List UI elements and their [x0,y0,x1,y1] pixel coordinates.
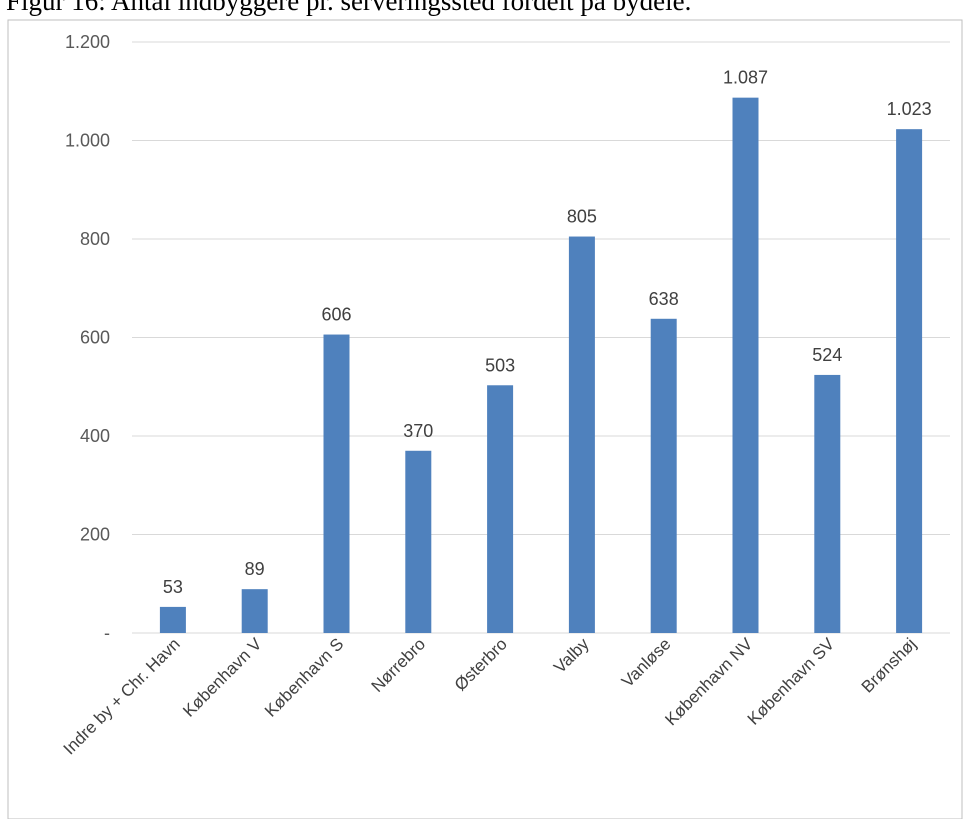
figure-caption: Figur 16: Antal indbyggere pr. servering… [6,0,692,16]
gridlines [132,41,950,634]
category-label: Indre by + Chr. Havn [60,634,184,758]
bar [732,97,759,634]
data-label: 1.087 [723,68,768,88]
category-label: Østerbro [451,634,511,694]
data-labels: 53 89 606 370 503 805 638 1.087 524 1.023 [163,68,932,597]
bar [159,606,186,633]
category-label: Brønshøj [858,634,920,696]
data-label: 606 [321,305,351,325]
category-label: Nørrebro [368,634,430,696]
bar [323,334,350,633]
bar [568,236,595,633]
y-tick-label: - [104,623,110,643]
bar [650,318,677,633]
category-label: Vanløse [618,634,675,691]
data-label: 638 [649,289,679,309]
y-tick-label: 1.200 [65,32,110,52]
data-label: 89 [245,559,265,579]
data-label: 503 [485,355,515,375]
y-tick-label: 600 [80,328,110,348]
data-label: 524 [812,345,842,365]
bar [896,129,923,634]
data-label: 53 [163,577,183,597]
category-label: Valby [550,634,593,677]
chart-border [7,19,963,819]
bar [241,589,268,633]
category-label: København NV [661,634,756,729]
category-label: København V [179,634,266,721]
category-label: København SV [744,634,839,729]
data-label: 1.023 [887,99,932,119]
bars [159,97,923,634]
bar [487,385,514,633]
bar [405,450,432,633]
data-label: 805 [567,207,597,227]
category-label: København S [261,634,347,720]
y-tick-label: 200 [80,525,110,545]
y-axis: - 200 400 600 800 1.000 1.200 [65,32,110,643]
y-tick-label: 800 [80,229,110,249]
data-label: 370 [403,421,433,441]
bar [814,374,841,633]
y-tick-label: 400 [80,426,110,446]
y-tick-label: 1.000 [65,131,110,151]
